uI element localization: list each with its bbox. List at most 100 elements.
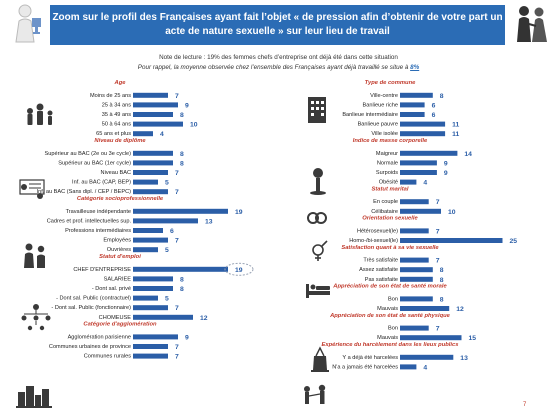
category-label: - Dont sal. Public (contractuel) <box>56 296 131 302</box>
value-label: 7 <box>175 305 179 312</box>
bar <box>133 218 198 224</box>
left-column: Age Moins de 25 ans 7 25 à 34 ans 9 35 à 49 a… <box>37 80 254 361</box>
category-label: CHOMEUSE <box>99 315 132 321</box>
bar <box>400 131 446 137</box>
value-label: 9 <box>185 334 189 341</box>
bar <box>133 228 163 233</box>
section-title-niveau-de-diplome: Niveau de diplôme <box>94 138 146 144</box>
value-label: 13 <box>460 355 468 362</box>
category-label: Travailleuse indépendante <box>66 209 131 215</box>
bar <box>400 112 425 117</box>
value-label: 9 <box>185 102 189 109</box>
category-label: Communes urbaines de province <box>49 344 131 350</box>
category-label: Bon <box>388 296 398 302</box>
value-label: 19 <box>235 209 243 216</box>
bar <box>133 266 228 272</box>
category-label: Assez satisfaite <box>359 267 398 273</box>
value-label: 5 <box>165 296 169 303</box>
bar <box>400 150 458 156</box>
bar <box>133 276 173 282</box>
category-label: Banlieue pauvre <box>358 122 398 128</box>
category-label: Mauvais <box>377 306 398 312</box>
category-label: Ville-centre <box>370 93 398 99</box>
bar <box>133 112 173 117</box>
category-label: Obésité <box>379 180 398 186</box>
bed-icon <box>306 284 330 298</box>
category-label: 50 à 64 ans <box>102 122 131 128</box>
value-label: 10 <box>190 122 198 129</box>
bar <box>400 179 417 185</box>
value-label: 25 <box>510 238 518 245</box>
value-label: 13 <box>205 218 213 225</box>
page-number: 7 <box>523 402 527 408</box>
value-label: 8 <box>440 267 444 274</box>
building-icon <box>308 97 326 123</box>
value-label: 8 <box>180 112 184 119</box>
rings-icon <box>307 212 327 224</box>
value-label: 6 <box>432 112 436 119</box>
bar <box>133 179 158 185</box>
section-title-orientation-sexuelle: Orientation sexuelle <box>362 216 418 222</box>
value-label: 6 <box>432 102 436 109</box>
section-title-statut-d-emploi: Statut d'emploi <box>99 254 141 260</box>
category-label: Normale <box>377 160 398 166</box>
bar <box>400 267 433 273</box>
gender-icon <box>312 240 328 261</box>
bar <box>133 208 228 214</box>
section-title-categorie-d-agglomeration: Catégorie d'agglomération <box>83 322 157 328</box>
value-label: 8 <box>180 276 184 283</box>
category-label: Professions intermédiaires <box>65 228 131 234</box>
category-label: Communes rurales <box>84 354 131 360</box>
value-label: 11 <box>452 131 459 138</box>
right-column: Type de commune Ville-centre 8 Banlieue ric… <box>322 80 518 371</box>
note-average-text: Pour rappel, la moyenne observée chez l’… <box>137 64 409 71</box>
bar <box>133 150 173 156</box>
section-title-appreciation-de-son-etat-de-sante-physique: Appréciation de son état de santé physiq… <box>329 313 451 319</box>
value-label: 10 <box>448 209 456 216</box>
bar <box>400 238 503 243</box>
value-label: 5 <box>165 247 169 254</box>
value-label: 8 <box>440 93 444 100</box>
value-label: 7 <box>175 238 179 245</box>
bar <box>133 237 168 243</box>
category-label: - Dont sal. Public (fonctionnaire) <box>51 305 131 311</box>
bar <box>400 364 417 370</box>
bar <box>400 228 429 234</box>
bar <box>400 325 429 331</box>
value-label: 7 <box>175 344 179 351</box>
diploma-icon <box>19 179 45 199</box>
title-bar: Zoom sur le profil des Françaises ayant … <box>50 5 505 45</box>
value-label: 8 <box>180 151 184 158</box>
bar <box>400 160 437 166</box>
value-label: 12 <box>200 315 208 322</box>
category-label: Banlieue riche <box>363 102 398 108</box>
note-reading: Note de lecture : 19% des femmes chefs d… <box>159 54 398 61</box>
note-average: Pour rappel, la moyenne observée chez l’… <box>0 64 557 71</box>
category-label: Maigreur <box>376 151 398 157</box>
bar <box>133 295 158 301</box>
value-label: 8 <box>440 296 444 303</box>
bar <box>400 121 446 127</box>
bar <box>400 306 450 311</box>
category-label: Mauvais <box>377 335 398 341</box>
bar <box>400 199 429 205</box>
highlight-ring <box>224 262 254 276</box>
section-title-statut-marital: Statut marital <box>371 186 408 192</box>
bar <box>133 131 153 137</box>
value-label: 15 <box>469 335 477 342</box>
value-label: 4 <box>160 131 164 138</box>
category-label: Inf. au BAC (CAP, BEP) <box>72 180 131 186</box>
category-label: Inf. au BAC (Sans dipl. / CEP / BEPC) <box>37 189 132 195</box>
category-label: Moins de 25 ans <box>90 93 131 99</box>
bar <box>133 160 173 166</box>
ages-icon <box>27 103 53 125</box>
couple-icon <box>517 6 547 42</box>
value-label: 7 <box>175 93 179 100</box>
bar <box>400 296 433 302</box>
bar <box>400 92 433 98</box>
bar <box>400 354 454 360</box>
bar <box>400 335 462 341</box>
value-label: 7 <box>175 354 179 361</box>
category-label: 25 à 34 ans <box>102 102 131 108</box>
